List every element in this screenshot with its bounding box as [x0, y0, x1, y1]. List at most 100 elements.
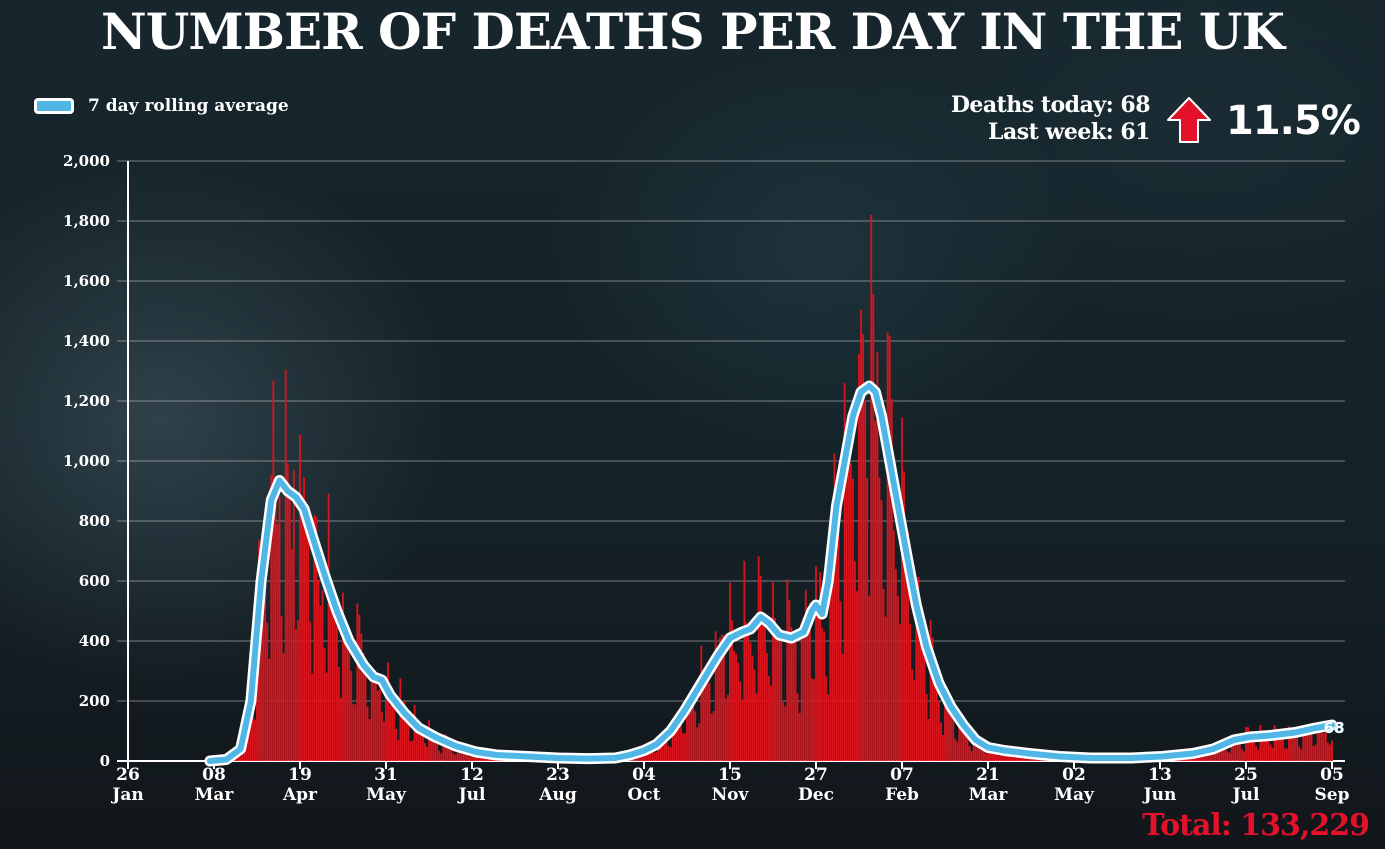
daily-death-bar: [1329, 744, 1331, 761]
daily-death-bar: [366, 706, 369, 761]
daily-death-bar: [681, 733, 684, 761]
daily-death-bar: [1294, 734, 1297, 761]
daily-death-bar: [462, 750, 465, 761]
x-tick-label-month: Aug: [538, 785, 577, 805]
daily-death-bar: [878, 477, 881, 761]
daily-death-bar: [862, 334, 865, 761]
daily-death-bar: [444, 734, 447, 761]
daily-death-bar: [950, 707, 953, 761]
daily-death-bar: [974, 738, 977, 761]
daily-death-bar: [931, 637, 934, 761]
daily-death-bar: [819, 572, 822, 761]
daily-death-bar: [829, 522, 832, 761]
daily-death-bar: [317, 579, 320, 761]
daily-death-bar: [944, 685, 946, 761]
daily-death-bar: [1296, 737, 1299, 761]
x-tick-label-month: Mar: [969, 785, 1009, 805]
daily-death-bar: [880, 500, 883, 761]
daily-death-bar: [292, 470, 295, 761]
x-tick-label-day: 12: [460, 765, 484, 785]
daily-death-bar: [780, 641, 783, 761]
daily-death-bar: [454, 754, 457, 761]
chart-legend: 7 day rolling average: [34, 96, 289, 116]
x-tick-label-month: Mar: [195, 785, 235, 805]
x-tick-label-month: Nov: [712, 785, 750, 805]
y-tick-label: 1,600: [63, 272, 110, 290]
daily-death-bar: [1025, 756, 1028, 761]
stats-block: Deaths today: 68 Last week: 61: [951, 92, 1151, 146]
x-tick-label-month: May: [366, 785, 407, 805]
daily-death-bar: [319, 605, 322, 761]
daily-death-bar: [342, 592, 344, 761]
daily-death-bar: [958, 717, 961, 761]
daily-death-bar: [389, 705, 392, 761]
daily-death-bar: [962, 728, 965, 761]
daily-death-bar: [890, 399, 893, 761]
daily-death-bar: [806, 610, 809, 761]
daily-death-bar: [380, 711, 383, 761]
daily-death-bar: [1200, 757, 1202, 761]
daily-death-bar: [759, 575, 762, 761]
daily-death-bar: [907, 531, 910, 761]
daily-death-bar: [268, 658, 271, 761]
daily-death-bar: [358, 614, 361, 761]
daily-death-bar: [978, 743, 981, 761]
x-tick-label-month: Sep: [1315, 785, 1350, 805]
daily-death-bar: [288, 491, 291, 761]
daily-death-bar: [348, 631, 351, 761]
daily-death-bar: [675, 727, 678, 761]
daily-death-bar: [767, 676, 770, 761]
daily-death-bar: [823, 631, 826, 761]
daily-death-bar: [282, 653, 285, 761]
daily-death-bar: [684, 733, 686, 761]
daily-death-bar: [297, 620, 299, 761]
daily-death-bar: [385, 676, 387, 761]
daily-death-bar: [260, 593, 263, 761]
daily-death-bar: [708, 682, 711, 761]
daily-death-bar: [833, 453, 836, 761]
daily-death-bar: [651, 748, 654, 761]
daily-death-bar: [1238, 745, 1241, 761]
daily-death-bar: [436, 744, 439, 761]
daily-death-bar: [446, 737, 449, 761]
daily-death-bar: [667, 745, 670, 761]
daily-death-bar: [704, 668, 707, 761]
daily-death-bar: [948, 697, 951, 761]
daily-death-bar: [411, 740, 414, 761]
daily-death-bar: [663, 737, 666, 761]
y-tick-label: 600: [79, 572, 110, 590]
daily-death-bar: [792, 638, 795, 761]
daily-death-bar: [329, 578, 332, 761]
daily-death-bar: [641, 755, 643, 761]
daily-death-bar: [847, 416, 850, 761]
daily-death-bar: [272, 380, 275, 761]
legend-swatch-rolling-average: [34, 98, 74, 114]
daily-death-bar: [1236, 735, 1239, 761]
daily-death-bar: [395, 728, 398, 761]
daily-death-bar: [741, 699, 744, 761]
daily-death-bar: [1310, 733, 1313, 761]
daily-death-bar: [1259, 724, 1262, 761]
daily-death-bar: [346, 642, 349, 761]
daily-death-bar: [937, 700, 940, 761]
daily-death-bar: [929, 619, 932, 761]
daily-death-bar: [331, 591, 334, 761]
y-tick-label: 0: [100, 752, 110, 770]
daily-death-bar: [956, 741, 959, 761]
daily-death-bar: [391, 703, 394, 761]
daily-death-bar: [1318, 728, 1321, 761]
daily-death-bar: [763, 618, 766, 761]
x-tick-label-day: 19: [288, 765, 312, 785]
y-tick-label: 400: [79, 632, 110, 650]
rolling-average-line: [206, 383, 1335, 764]
daily-death-bar: [753, 669, 756, 761]
daily-death-bar: [299, 434, 301, 761]
daily-death-bar: [866, 477, 869, 761]
daily-death-bar: [280, 616, 283, 761]
daily-death-bar: [278, 496, 281, 761]
daily-death-bar: [692, 701, 695, 761]
daily-death-bar: [997, 755, 1000, 761]
daily-death-bar: [327, 493, 330, 761]
daily-death-bar: [952, 704, 955, 761]
daily-death-bar: [372, 669, 375, 761]
